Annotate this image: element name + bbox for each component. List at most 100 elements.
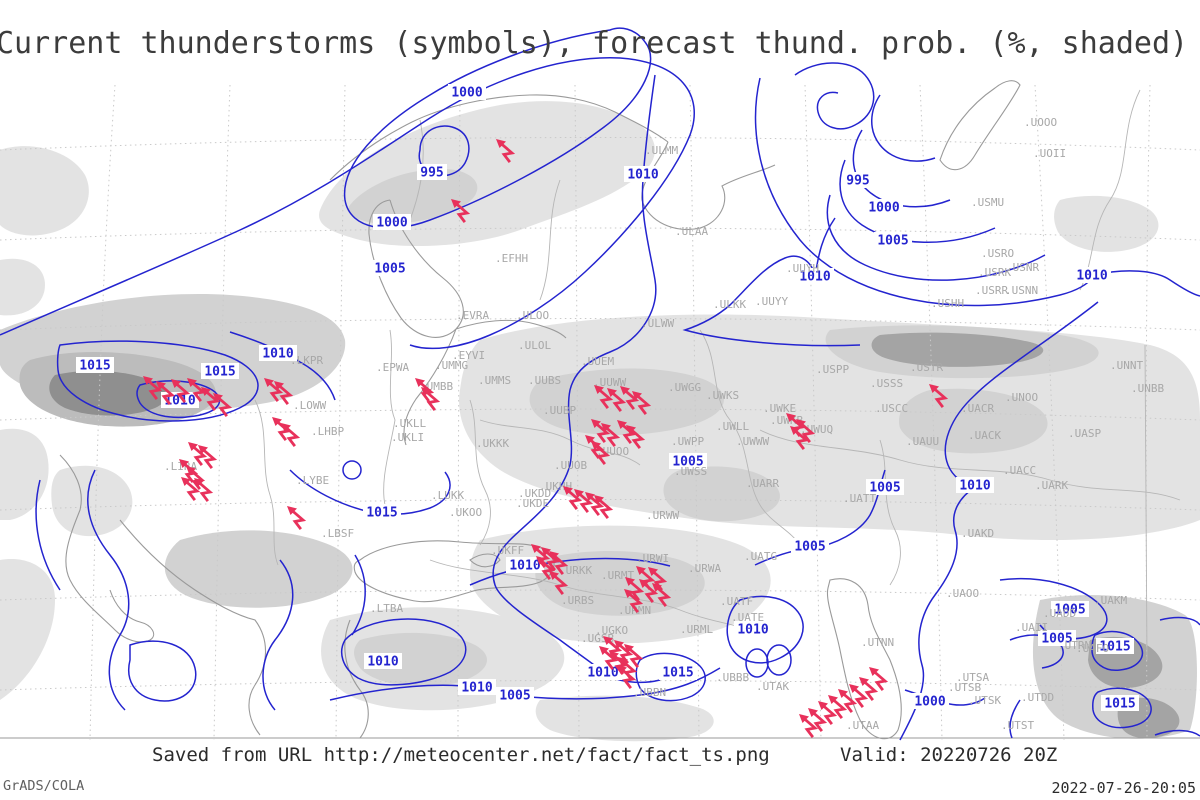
station-label: .UNBB: [1131, 382, 1164, 395]
isobar-value-label: 995: [420, 166, 443, 181]
contour-label-box: [1051, 601, 1089, 617]
isobar-value-label: 1010: [587, 666, 618, 681]
station-label: .USSS: [870, 377, 903, 390]
isobar-value-label: 1010: [737, 623, 768, 638]
station-label: .UAOO: [946, 587, 979, 600]
contour-label-box: [874, 232, 912, 248]
station-label: .UKFF: [491, 544, 524, 557]
contour-label-box: [496, 687, 534, 703]
contour-label-box: [956, 477, 994, 493]
isobar-value-label: 1015: [662, 666, 693, 681]
isobar-value-label: 1000: [868, 201, 899, 216]
station-label: .UNNT: [1110, 359, 1143, 372]
station-label: .EPWA: [376, 361, 409, 374]
isobar-value-label: 1000: [376, 216, 407, 231]
station-label: .UTSA: [956, 671, 989, 684]
station-label: .UTAK: [756, 680, 789, 693]
contour-label-box: [448, 84, 486, 100]
isobar-value-label: 1005: [672, 455, 703, 470]
station-label: .ULKK: [713, 298, 746, 311]
station-label: .UATT: [843, 492, 876, 505]
contour-label-box: [76, 357, 114, 373]
station-label: .ULAA: [675, 225, 708, 238]
station-label: .UMMS: [478, 374, 511, 387]
isobar-value-label: 1010: [262, 347, 293, 362]
station-label: .USHH: [931, 297, 964, 310]
isobar-value-label: 1010: [509, 559, 540, 574]
station-label: .USRO: [981, 247, 1014, 260]
isobar-value-label: 1010: [461, 681, 492, 696]
thunderstorm-symbol: [867, 665, 887, 691]
station-label: .UWKE: [763, 402, 796, 415]
contour-label-box: [259, 345, 297, 361]
station-label: .UKDE: [516, 497, 549, 510]
station-label: .USNN: [1005, 284, 1038, 297]
station-label: .UKKK: [476, 437, 509, 450]
station-label: .UUYH: [786, 262, 819, 275]
contour-label-box: [866, 479, 904, 495]
isobar-value-label: 1015: [79, 359, 110, 374]
station-label: .UWKS: [706, 389, 739, 402]
station-label: .EFHH: [495, 252, 528, 265]
contour-label-box: [659, 664, 697, 680]
thunderstorm-symbol: [797, 712, 817, 738]
station-label: .URMN: [618, 604, 651, 617]
station-label: .UACC: [1003, 464, 1036, 477]
contour-label-box: [865, 199, 903, 215]
isobar-value-label: 1015: [1099, 640, 1130, 655]
station-label: .UAUU: [906, 435, 939, 448]
station-label: .UACR: [961, 402, 994, 415]
contour-label-box: [417, 164, 447, 180]
isobar-value-label: 1015: [1104, 697, 1135, 712]
contour-label-box: [201, 363, 239, 379]
station-label: .UKHH: [539, 480, 572, 493]
station-label: .USTR: [910, 361, 943, 374]
country-borders-layer: [254, 89, 1181, 661]
isobar-value-label: 1010: [959, 479, 990, 494]
isobar-value-label: 1010: [1076, 269, 1107, 284]
station-label: .USRK: [978, 266, 1011, 279]
station-label: .UKDD: [518, 487, 551, 500]
station-label: .UWWW: [736, 435, 769, 448]
station-labels-layer: .ULMM .ULAA .EFHH .EVRA .ULOO .UUYH .UUYY .ULKK…: [164, 116, 1164, 732]
contour-label-box: [506, 557, 544, 573]
valid-time-text: Valid: 20220726 20Z: [840, 744, 1058, 766]
thunderstorm-symbol: [806, 706, 826, 732]
station-label: .USMU: [971, 196, 1004, 209]
station-label: .UARR: [746, 477, 779, 490]
isobar-value-label: 1005: [869, 481, 900, 496]
station-label: .UWKB: [770, 414, 803, 427]
station-label: .ULOO: [516, 309, 549, 322]
isobar-value-label: 1015: [204, 365, 235, 380]
station-label: .UBBN: [633, 686, 666, 699]
station-label: .UATE: [731, 611, 764, 624]
station-label: .LBSF: [321, 527, 354, 540]
station-label: .UTDD: [1021, 691, 1054, 704]
contour-label-box: [911, 693, 949, 709]
station-label: .UWGG: [668, 381, 701, 394]
isobar-value-label: 1005: [374, 262, 405, 277]
station-label: .EVRA: [456, 309, 489, 322]
station-label: .UOOO: [1024, 116, 1057, 129]
station-label: .UTRN: [1058, 639, 1091, 652]
station-label: .ULWW: [641, 317, 674, 330]
station-label: .ULOL: [518, 339, 551, 352]
station-label: .UKLI: [391, 431, 424, 444]
station-label: .UWPP: [671, 435, 704, 448]
station-label: .USNR: [1006, 261, 1039, 274]
isobar-value-label: 1010: [799, 270, 830, 285]
contour-label-box: [624, 166, 662, 182]
station-label: .ULMM: [645, 144, 678, 157]
contour-label-box: [1101, 695, 1139, 711]
contour-label-box: [364, 653, 402, 669]
station-label: .UAII: [1015, 621, 1048, 634]
station-label: .UUBP: [543, 404, 576, 417]
contour-label-box: [669, 453, 707, 469]
station-label: .URKK: [559, 564, 592, 577]
contour-label-box: [363, 504, 401, 520]
station-label: .URBS: [561, 594, 594, 607]
thunderstorm-symbol: [285, 504, 305, 530]
saved-from-url-text: Saved from URL http://meteocenter.net/fa…: [152, 744, 770, 766]
station-label: .UUWW: [593, 376, 626, 389]
